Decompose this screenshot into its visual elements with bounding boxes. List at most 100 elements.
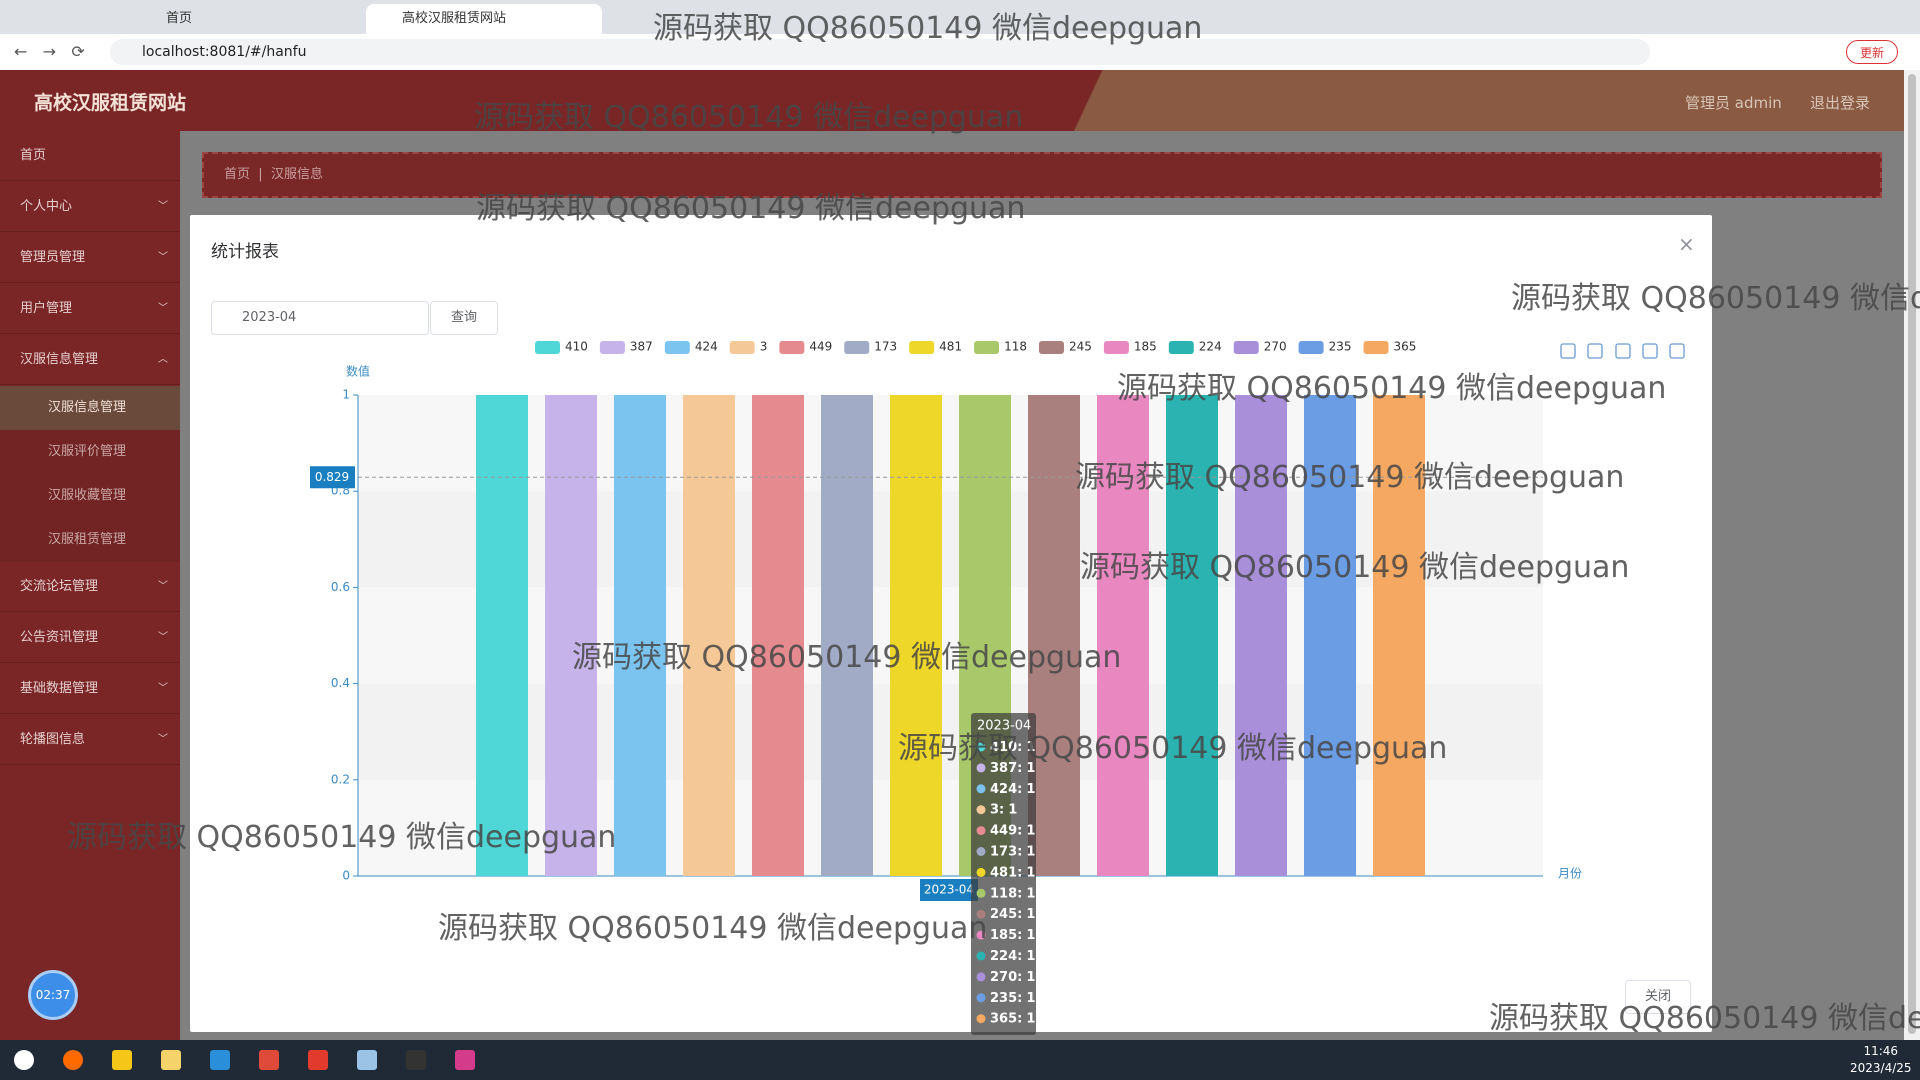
user[interactable]: 管理员 admin	[1685, 94, 1782, 112]
query-button[interactable]: 查询	[430, 301, 498, 335]
bar	[1373, 395, 1425, 876]
toolbox-icon	[1587, 343, 1603, 359]
close-button[interactable]: 关闭	[1625, 980, 1691, 1014]
menu-item[interactable]: 汉服信息管理 ︿	[0, 335, 180, 385]
submenu-item[interactable]: 汉服评价管理	[0, 430, 180, 474]
tooltip-name: 224	[990, 949, 1017, 964]
tooltip-sep: :	[1017, 740, 1022, 755]
tooltip-name: 235	[990, 990, 1017, 1005]
legend-label: 173	[874, 340, 897, 354]
tooltip-title: 2023-04	[977, 719, 1031, 734]
timer[interactable]: 02:37	[28, 970, 78, 1020]
taskbar-icon[interactable]	[308, 1050, 328, 1070]
taskbar-icon[interactable]	[63, 1050, 83, 1070]
submenu-item[interactable]: 汉服信息管理	[0, 386, 180, 430]
tooltip-dot	[976, 888, 986, 898]
legend-label: 185	[1134, 340, 1157, 354]
y-axis-label: 数值	[346, 364, 370, 379]
taskbar-icon[interactable]	[112, 1050, 132, 1070]
tooltip-row: 235: 1	[990, 990, 1035, 1005]
taskbar-icon[interactable]	[14, 1050, 34, 1070]
tooltip-name: 3	[990, 802, 999, 817]
taskbar-icon[interactable]	[406, 1050, 426, 1070]
bar	[1235, 395, 1287, 876]
menu-item[interactable]: 用户管理 ﹀	[0, 284, 180, 334]
tooltip-row: 173: 1	[990, 844, 1035, 859]
split-area	[358, 779, 1543, 876]
tooltip-name: 424	[990, 781, 1017, 796]
logout[interactable]: 退出登录	[1810, 94, 1871, 112]
menu-item[interactable]: 公告资讯管理 ﹀	[0, 613, 180, 663]
menu-item[interactable]: 轮播图信息 ﹀	[0, 715, 180, 765]
crumb: 汉服信息	[270, 167, 323, 182]
modal-close[interactable]: ×	[1678, 232, 1695, 256]
tooltip-value: 1	[1026, 760, 1035, 775]
split-area	[358, 491, 1543, 588]
tooltip-name: 449	[990, 823, 1017, 838]
crumb[interactable]: 首页	[224, 167, 251, 182]
axis-pointer-box	[310, 466, 355, 489]
tooltip-value: 1	[1026, 886, 1035, 901]
tooltip-dot	[976, 867, 986, 877]
tab[interactable]: 高校汉服租赁网站	[366, 4, 602, 34]
tooltip-value: 1	[1026, 990, 1035, 1005]
taskbar-icon[interactable]	[357, 1050, 377, 1070]
tooltip-row: 270: 1	[990, 969, 1035, 984]
legend-label: 481	[939, 340, 962, 354]
x-pointer-label: 2023-04	[924, 883, 974, 897]
legend-swatch	[1298, 341, 1324, 354]
legend-swatch	[599, 341, 625, 354]
tooltip-row: 481: 1	[990, 865, 1035, 880]
submenu-item[interactable]: 汉服租赁管理	[0, 518, 180, 562]
breadcrumb: 首页 | 汉服信息	[202, 152, 1882, 198]
tooltip-name: 185	[990, 928, 1017, 943]
legend-swatch	[1363, 341, 1389, 354]
toolbox-icon	[1560, 343, 1576, 359]
bar	[1166, 395, 1218, 876]
taskbar-icon[interactable]	[161, 1050, 181, 1070]
legend-swatch	[535, 341, 560, 354]
bar	[752, 395, 804, 876]
bar	[683, 395, 735, 876]
modal-title: 统计报表	[211, 242, 279, 262]
bar	[1028, 395, 1080, 876]
tooltip-value: 1	[1026, 1011, 1035, 1026]
legend-label: 365	[1394, 340, 1417, 354]
header: 高校汉服租赁网站 管理员 admin 退出登录	[0, 70, 1904, 131]
nav-buttons[interactable]: ← → ⟳	[14, 42, 85, 61]
tooltip-row: 245: 1	[990, 907, 1035, 922]
menu-item[interactable]: 个人中心 ﹀	[0, 182, 180, 232]
tooltip	[971, 713, 1036, 1035]
bar	[821, 395, 873, 876]
taskbar-icon[interactable]	[259, 1050, 279, 1070]
tooltip-value: 1	[1026, 907, 1035, 922]
url[interactable]: localhost:8081/#/hanfu	[110, 39, 1650, 65]
tooltip-value: 1	[1008, 802, 1017, 817]
date-input[interactable]: 2023-04	[211, 301, 429, 335]
menu-item[interactable]: 交流论坛管理 ﹀	[0, 562, 180, 612]
tooltip-value: 1	[1026, 928, 1035, 943]
tooltip-dot	[976, 805, 986, 815]
bar	[545, 395, 597, 876]
tooltip-row: 365: 1	[990, 1011, 1035, 1026]
taskbar-icon[interactable]	[210, 1050, 230, 1070]
tooltip-name: 387	[990, 760, 1017, 775]
menu-item[interactable]: 基础数据管理 ﹀	[0, 664, 180, 714]
scrollbar[interactable]	[1904, 70, 1920, 1040]
y-tick-label: 1	[342, 388, 350, 402]
split-area	[358, 587, 1543, 684]
menu-item[interactable]: 管理员管理 ﹀	[0, 233, 180, 283]
tab[interactable]: 首页	[166, 11, 193, 26]
submenu-item[interactable]: 汉服收藏管理	[0, 474, 180, 518]
tooltip-dot	[976, 826, 986, 836]
menu-item[interactable]: 首页	[0, 131, 180, 181]
legend-label: 449	[809, 340, 832, 354]
legend-swatch	[1103, 341, 1129, 354]
update-button[interactable]: 更新	[1846, 40, 1898, 64]
tooltip-row: 410: 1	[990, 740, 1035, 755]
taskbar-icon[interactable]	[455, 1050, 475, 1070]
taskbar: 11:46 2023/4/25	[0, 1040, 1920, 1080]
tooltip-dot	[976, 1014, 986, 1024]
axis-pointer-label: 0.829	[315, 470, 349, 484]
tooltip-name: 118	[990, 886, 1017, 901]
